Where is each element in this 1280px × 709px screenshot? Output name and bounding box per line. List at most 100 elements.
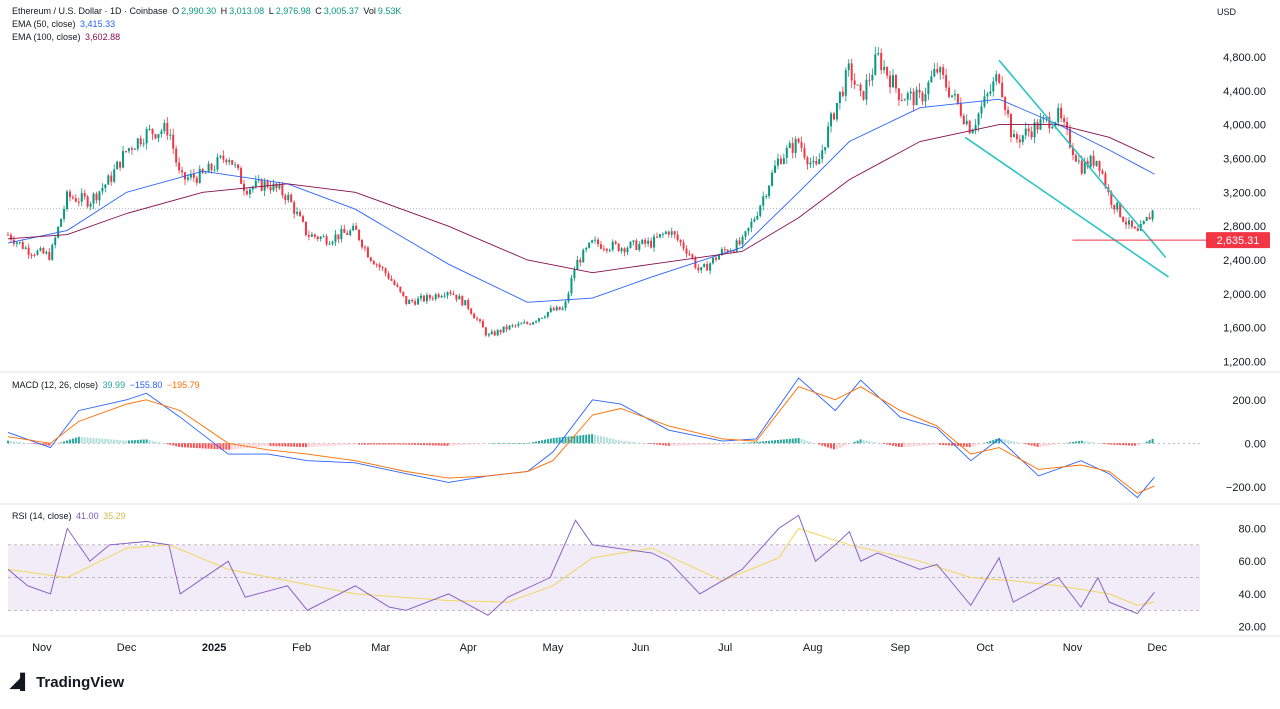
candle	[1122, 216, 1125, 223]
candle-body	[605, 248, 608, 251]
candle-body	[393, 280, 396, 285]
x-tick-label: Mar	[371, 642, 390, 654]
macd-histogram-bar	[92, 437, 95, 444]
ema100-legend[interactable]: EMA (100, close) 3,602.88	[12, 32, 122, 42]
macd-histogram-bar	[71, 438, 74, 444]
candle	[897, 87, 900, 107]
candle	[1077, 155, 1080, 165]
candle	[281, 182, 284, 199]
candle	[1092, 150, 1095, 169]
candle-body	[700, 267, 703, 271]
macd-histogram-bar	[107, 439, 110, 444]
candle-body	[959, 103, 962, 116]
macd-histogram-bar	[9, 441, 12, 444]
candle	[653, 233, 656, 252]
candle-body	[310, 234, 313, 237]
macd-histogram-bar	[1119, 443, 1122, 446]
candle-body	[697, 267, 700, 271]
macd-histogram-bar	[60, 442, 63, 444]
candle-body	[1027, 128, 1030, 132]
macd-histogram-bar	[434, 443, 437, 446]
candle	[1116, 201, 1119, 213]
candle	[638, 241, 641, 252]
candle	[980, 101, 983, 119]
candle	[1128, 216, 1130, 229]
candle	[818, 153, 821, 165]
candle	[803, 143, 806, 160]
candle	[366, 245, 369, 258]
symbol-legend[interactable]: Ethereum / U.S. Dollar · 1D · Coinbase O…	[12, 6, 403, 16]
candle	[92, 192, 95, 209]
macd-histogram-bar	[369, 443, 372, 445]
candle	[1018, 134, 1021, 149]
macd-histogram-bar	[747, 442, 750, 444]
macd-histogram-bar	[1095, 442, 1098, 444]
candle	[812, 155, 815, 168]
macd-histogram-bar	[399, 443, 402, 445]
macd-histogram-bar	[664, 443, 667, 446]
candle	[284, 193, 287, 205]
candle	[986, 92, 989, 104]
candle	[245, 187, 248, 196]
macd-histogram-bar	[638, 442, 641, 444]
candle-body	[355, 225, 358, 230]
candle	[794, 136, 797, 158]
candle-body	[859, 84, 862, 91]
candle-body	[33, 254, 36, 256]
candle-body	[785, 147, 788, 158]
candle	[302, 214, 304, 223]
macd-histogram-bar	[691, 443, 694, 446]
candle	[712, 257, 715, 265]
candle-body	[9, 234, 12, 240]
macd-histogram-bar	[720, 443, 723, 445]
candle-body	[768, 185, 771, 197]
candle-body	[464, 300, 467, 306]
macd-histogram-bar	[349, 443, 352, 445]
candle-body	[971, 130, 974, 134]
candle	[80, 188, 83, 207]
candle	[605, 247, 608, 254]
candle-body	[127, 148, 130, 152]
tradingview-logo[interactable]: ◢▍ TradingView	[10, 673, 124, 692]
candle	[626, 246, 629, 256]
candle-body	[936, 68, 939, 73]
macd-histogram-bar	[1007, 440, 1010, 444]
candle-body	[809, 162, 812, 165]
candle-body	[408, 299, 411, 305]
candle	[316, 235, 319, 242]
candle	[912, 88, 915, 112]
macd-histogram-bar	[670, 443, 673, 446]
candle-body	[844, 70, 847, 96]
candle-body	[151, 128, 154, 135]
candle-body	[632, 240, 635, 242]
candle	[77, 197, 80, 207]
candle-body	[673, 231, 676, 235]
candle-body	[1012, 134, 1015, 138]
candle-body	[1148, 217, 1151, 220]
ema50-legend[interactable]: EMA (50, close) 3,415.33	[12, 19, 117, 29]
macd-histogram-bar	[989, 440, 992, 444]
candle-body	[753, 219, 756, 222]
macd-histogram-bar	[98, 438, 101, 444]
candle-body	[1083, 161, 1086, 174]
candle-body	[889, 75, 892, 88]
candle	[894, 73, 897, 93]
candle-body	[402, 291, 405, 296]
candle	[213, 165, 216, 172]
macd-histogram-bar	[753, 442, 756, 444]
macd-histogram-bar	[688, 443, 691, 446]
candle	[343, 224, 346, 233]
macd-legend[interactable]: MACD (12, 26, close) 39.99 −155.80 −195.…	[12, 380, 202, 390]
candle	[815, 156, 818, 166]
macd-histogram-bar	[1148, 440, 1151, 444]
candle-body	[892, 75, 894, 88]
macd-histogram-bar	[694, 443, 697, 446]
candle-body	[204, 172, 207, 174]
candle	[375, 263, 378, 268]
macd-histogram-bar	[154, 441, 157, 444]
rsi-legend[interactable]: RSI (14, close) 41.00 35.29	[12, 511, 128, 521]
macd-histogram-bar	[992, 439, 995, 444]
macd-histogram-bar	[104, 438, 107, 444]
macd-histogram-bar	[1004, 439, 1007, 444]
